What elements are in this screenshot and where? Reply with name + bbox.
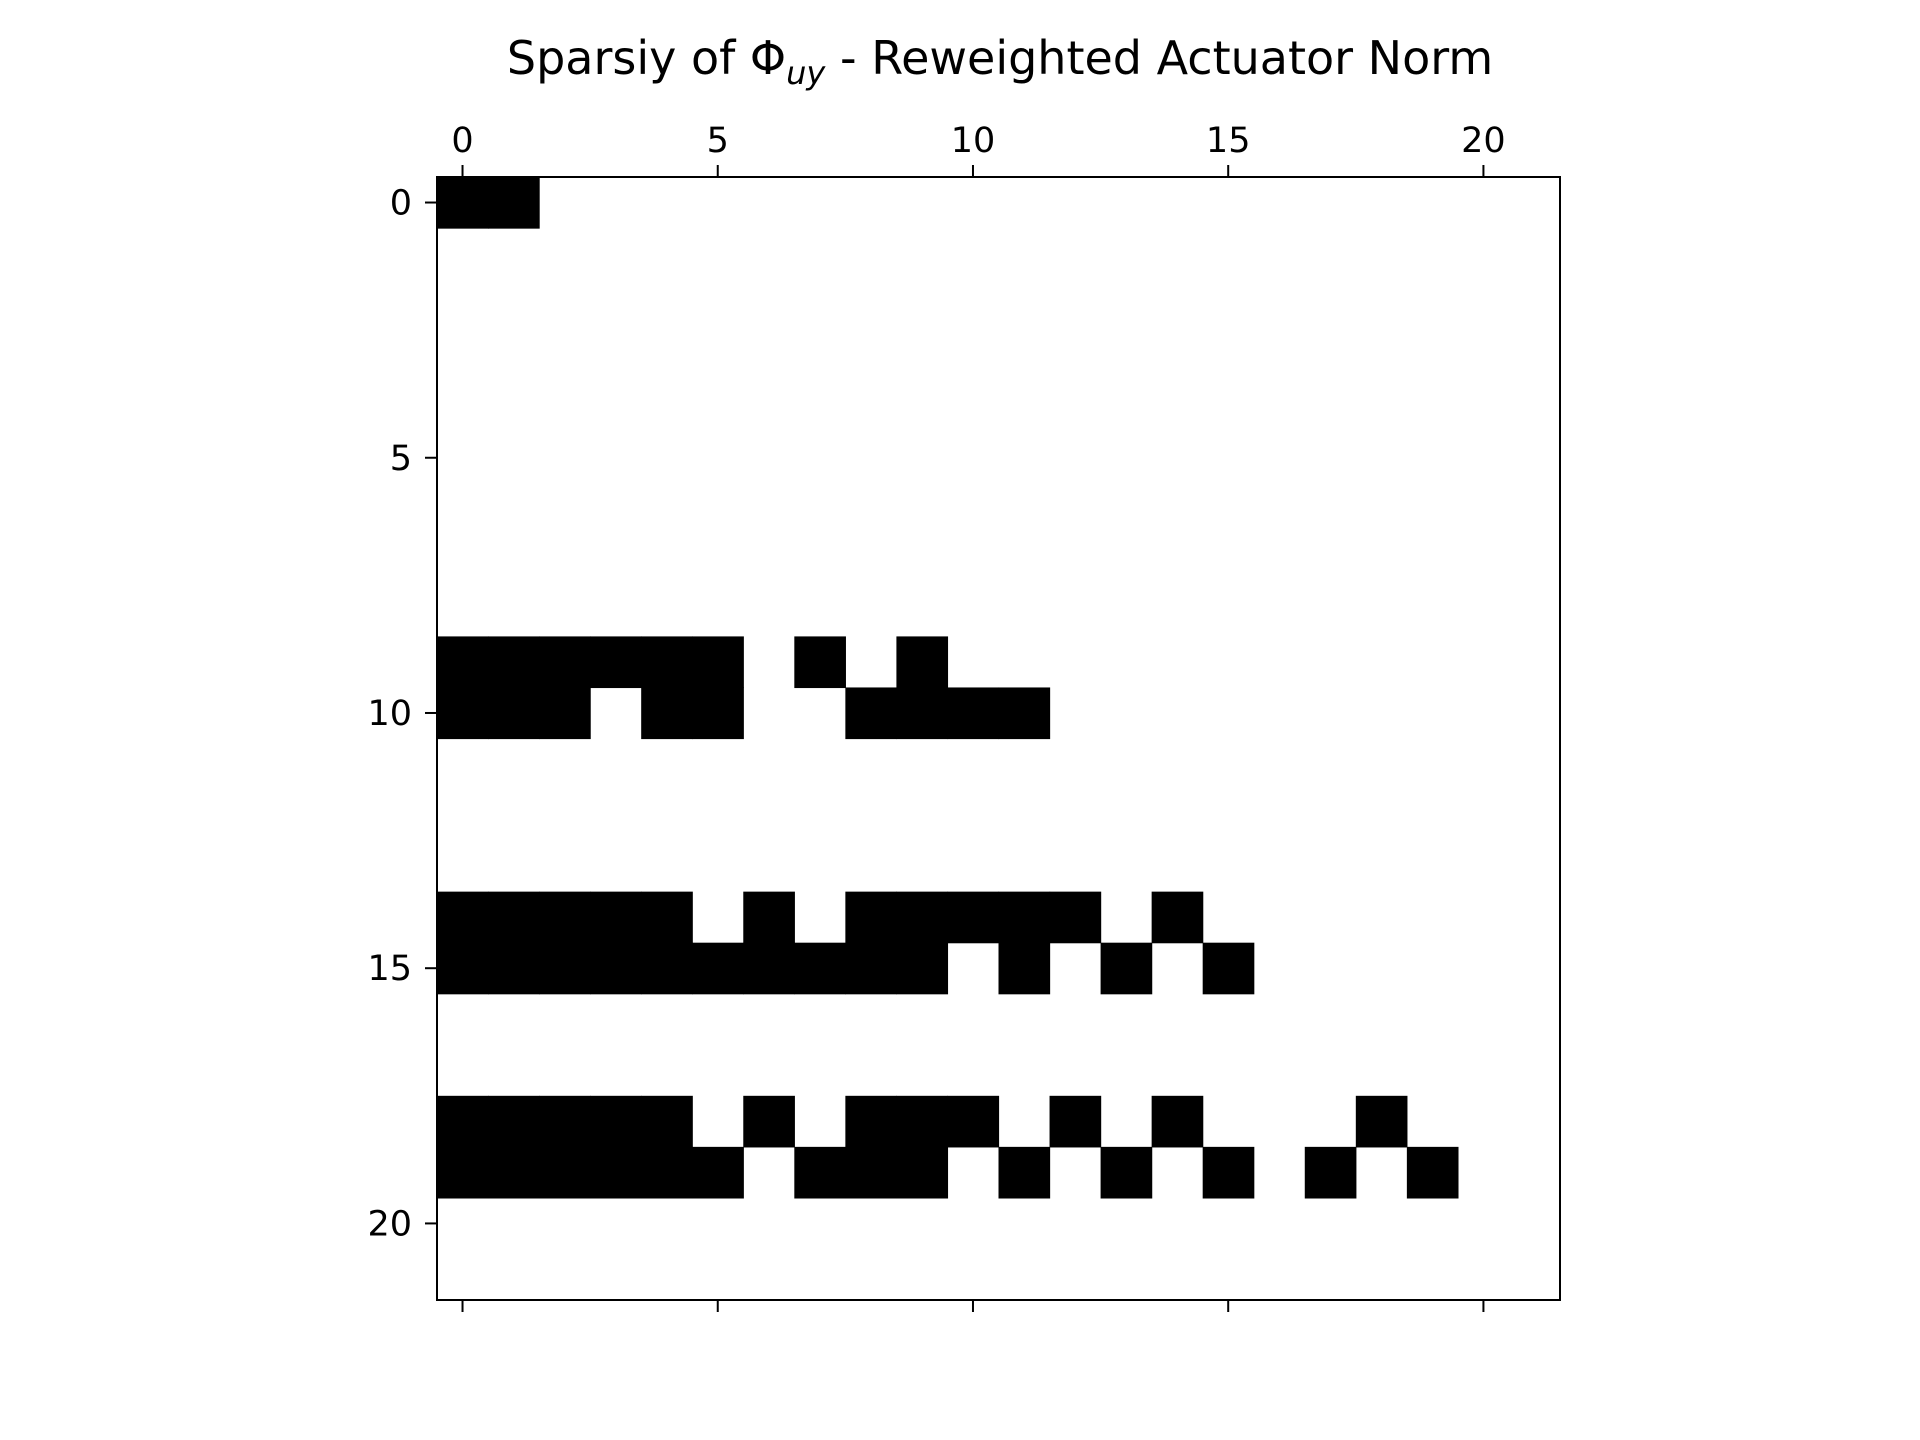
x-tick-label-0: 0 bbox=[451, 121, 473, 161]
nonzero-cell-r14-c8 bbox=[845, 891, 898, 944]
y-tick-label-10: 10 bbox=[367, 694, 412, 734]
y-tick-label-0: 0 bbox=[390, 184, 412, 224]
nonzero-cell-r19-c9 bbox=[896, 1146, 949, 1199]
nonzero-cell-r15-c8 bbox=[845, 942, 898, 995]
x-tick-label-5: 5 bbox=[707, 121, 729, 161]
nonzero-cell-r15-c7 bbox=[794, 942, 846, 995]
nonzero-cell-r15-c6 bbox=[743, 942, 795, 995]
nonzero-cell-r14-c9 bbox=[896, 891, 949, 944]
nonzero-cell-r9-c0 bbox=[437, 636, 489, 689]
nonzero-cell-r14-c1 bbox=[488, 891, 540, 944]
nonzero-cell-r18-c0 bbox=[437, 1095, 489, 1148]
chart-title-main: Sparsiy of Φ bbox=[507, 31, 786, 85]
nonzero-cell-r18-c1 bbox=[488, 1095, 540, 1148]
x-tick-label-10: 10 bbox=[951, 121, 996, 161]
nonzero-cell-r19-c15 bbox=[1202, 1146, 1255, 1199]
chart-title-suffix: - Reweighted Actuator Norm bbox=[825, 31, 1493, 85]
nonzero-cell-r19-c8 bbox=[845, 1146, 898, 1199]
nonzero-cell-r18-c9 bbox=[896, 1095, 949, 1148]
nonzero-cell-r14-c0 bbox=[437, 891, 489, 944]
nonzero-cell-r15-c1 bbox=[488, 942, 540, 995]
nonzero-cell-r19-c1 bbox=[488, 1146, 540, 1199]
nonzero-cell-r19-c5 bbox=[692, 1146, 744, 1199]
nonzero-cell-r19-c11 bbox=[998, 1146, 1051, 1199]
nonzero-cell-r9-c5 bbox=[692, 636, 744, 689]
nonzero-cell-r9-c9 bbox=[896, 636, 949, 689]
nonzero-cell-r9-c7 bbox=[794, 636, 846, 689]
nonzero-cell-r15-c9 bbox=[896, 942, 949, 995]
nonzero-cell-r19-c13 bbox=[1100, 1146, 1153, 1199]
nonzero-cell-r10-c10 bbox=[947, 687, 1000, 740]
nonzero-cells-layer bbox=[437, 177, 1459, 1199]
nonzero-cell-r9-c1 bbox=[488, 636, 540, 689]
nonzero-cell-r10-c11 bbox=[998, 687, 1051, 740]
nonzero-cell-r14-c2 bbox=[539, 891, 591, 944]
plot-frame bbox=[436, 176, 1561, 1301]
nonzero-cell-r0-c0 bbox=[437, 177, 489, 229]
nonzero-cell-r18-c10 bbox=[947, 1095, 1000, 1148]
nonzero-cell-r10-c9 bbox=[896, 687, 949, 740]
nonzero-cell-r10-c5 bbox=[692, 687, 744, 740]
nonzero-cell-r15-c15 bbox=[1202, 942, 1255, 995]
nonzero-cell-r18-c18 bbox=[1355, 1095, 1408, 1148]
nonzero-cell-r15-c5 bbox=[692, 942, 744, 995]
nonzero-cell-r14-c14 bbox=[1151, 891, 1204, 944]
nonzero-cell-r14-c11 bbox=[998, 891, 1051, 944]
x-tick-label-20: 20 bbox=[1461, 121, 1506, 161]
nonzero-cell-r18-c12 bbox=[1049, 1095, 1102, 1148]
nonzero-cell-r19-c3 bbox=[590, 1146, 642, 1199]
nonzero-cell-r14-c4 bbox=[641, 891, 693, 944]
nonzero-cell-r9-c3 bbox=[590, 636, 642, 689]
nonzero-cell-r19-c2 bbox=[539, 1146, 591, 1199]
nonzero-cell-r19-c7 bbox=[794, 1146, 846, 1199]
nonzero-cell-r10-c8 bbox=[845, 687, 898, 740]
x-tick-label-15: 15 bbox=[1206, 121, 1251, 161]
nonzero-cell-r14-c6 bbox=[743, 891, 795, 944]
nonzero-cell-r15-c3 bbox=[590, 942, 642, 995]
nonzero-cell-r10-c0 bbox=[437, 687, 489, 740]
nonzero-cell-r18-c2 bbox=[539, 1095, 591, 1148]
nonzero-cell-r15-c2 bbox=[539, 942, 591, 995]
y-tick-label-20: 20 bbox=[367, 1204, 412, 1244]
y-tick-label-15: 15 bbox=[367, 949, 412, 989]
nonzero-cell-r19-c0 bbox=[437, 1146, 489, 1199]
nonzero-cell-r15-c11 bbox=[998, 942, 1051, 995]
nonzero-cell-r15-c13 bbox=[1100, 942, 1153, 995]
nonzero-cell-r9-c2 bbox=[539, 636, 591, 689]
nonzero-cell-r14-c10 bbox=[947, 891, 1000, 944]
chart-title: Sparsiy of Φuy - Reweighted Actuator Nor… bbox=[507, 31, 1493, 92]
nonzero-cell-r9-c4 bbox=[641, 636, 693, 689]
nonzero-cell-r14-c3 bbox=[590, 891, 642, 944]
nonzero-cell-r18-c14 bbox=[1151, 1095, 1204, 1148]
chart-title-subscript: uy bbox=[786, 54, 826, 92]
nonzero-cell-r18-c6 bbox=[743, 1095, 795, 1148]
y-tick-label-5: 5 bbox=[390, 439, 412, 479]
nonzero-cell-r15-c0 bbox=[437, 942, 489, 995]
nonzero-cell-r18-c8 bbox=[845, 1095, 898, 1148]
nonzero-cell-r10-c2 bbox=[539, 687, 591, 740]
nonzero-cell-r15-c4 bbox=[641, 942, 693, 995]
nonzero-cell-r14-c12 bbox=[1049, 891, 1102, 944]
axis-ticks-layer: 0 5 10 15 20 0 5 10 15 20 bbox=[367, 121, 1506, 1312]
nonzero-cell-r10-c1 bbox=[488, 687, 540, 740]
nonzero-cell-r10-c4 bbox=[641, 687, 693, 740]
nonzero-cell-r18-c3 bbox=[590, 1095, 642, 1148]
nonzero-cell-r19-c4 bbox=[641, 1146, 693, 1199]
nonzero-cell-r19-c17 bbox=[1304, 1146, 1357, 1199]
nonzero-cell-r0-c1 bbox=[488, 177, 540, 229]
nonzero-cell-r19-c19 bbox=[1406, 1146, 1459, 1199]
nonzero-cell-r18-c4 bbox=[641, 1095, 693, 1148]
